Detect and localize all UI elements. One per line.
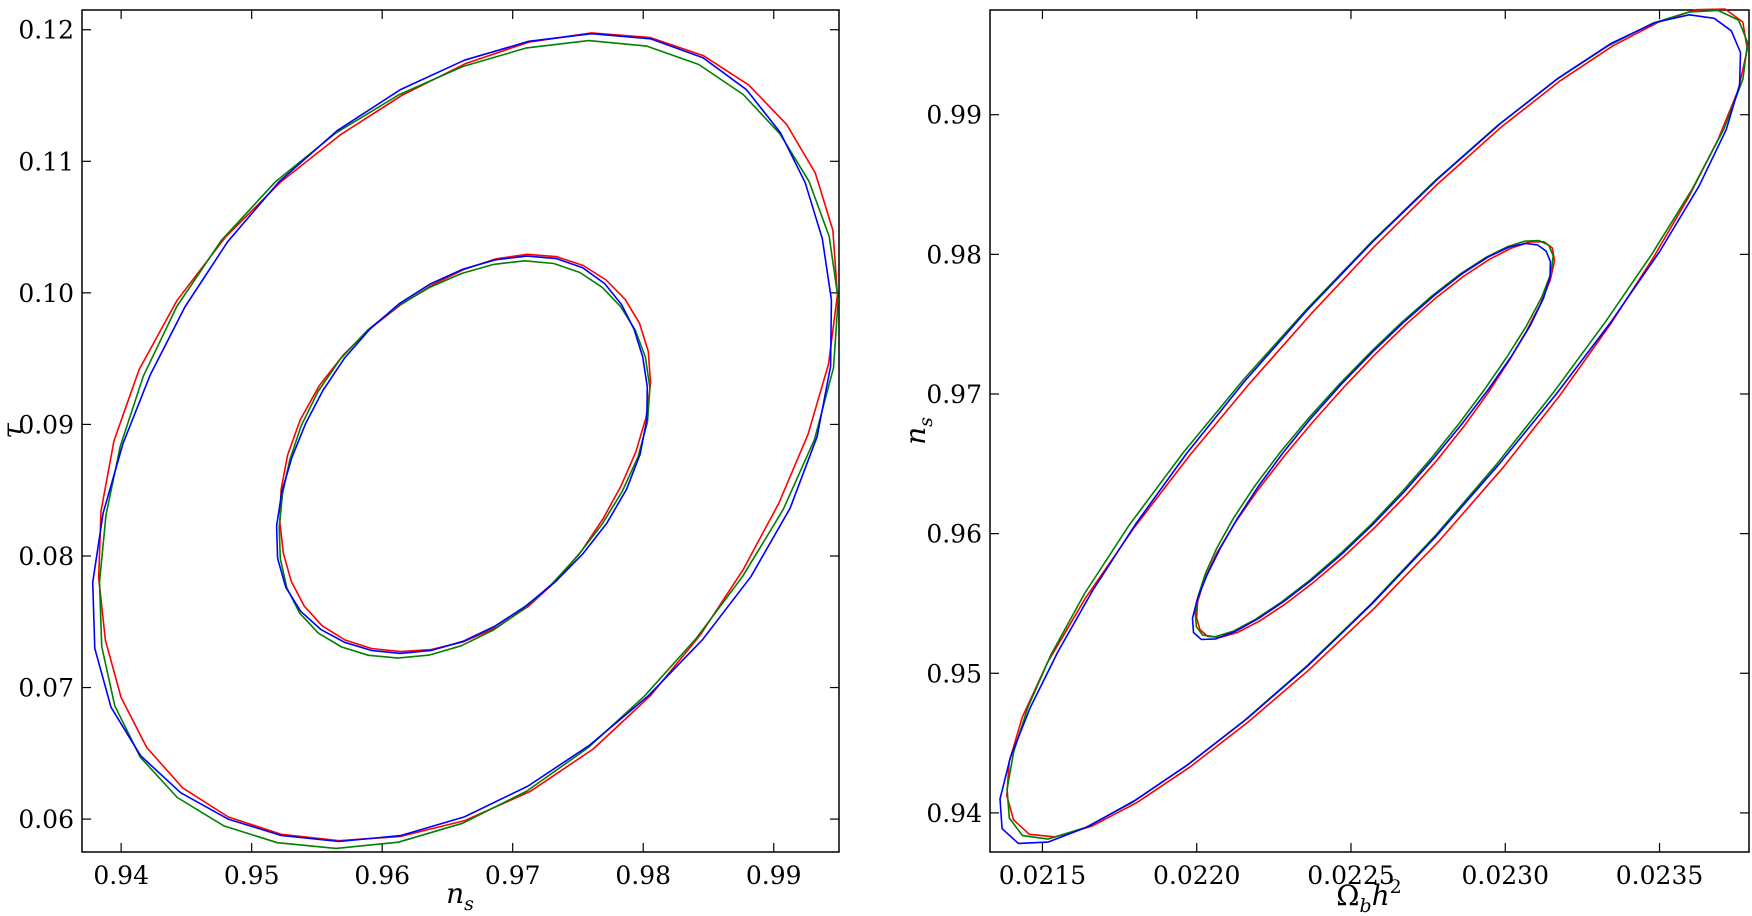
outer-contour-line [91,32,833,843]
x-tick-label: 0.99 [746,861,802,890]
y-tick-label: 0.11 [18,147,74,176]
y-tick-label: 0.97 [926,380,982,409]
x-tick-label: 0.95 [224,861,280,890]
y-tick-label: 0.94 [926,799,982,828]
outer-contour-line [1006,9,1749,840]
outer-contour-line [999,14,1742,845]
y-tick-label: 0.95 [926,659,982,688]
inner-contour-line [1191,242,1552,641]
outer-contour-line [97,32,839,842]
x-tick-label: 0.98 [615,861,671,890]
y-tick-label: 0.99 [926,101,982,130]
tick-group: 0.0215 0.0220 0.0225 0.0230 0.0235 0.94 0.95 0.… [926,10,1749,890]
y-tick-label: 0.12 [18,16,74,45]
y-tick-label: 0.98 [926,240,982,269]
plot-frame [81,9,840,853]
inner-contour-line [275,255,649,655]
x-tick-label: 0.0235 [1616,861,1703,890]
y-axis-label: τ [0,423,29,439]
plot-frame [989,9,1750,853]
x-tick-label: 0.0225 [1307,861,1394,890]
x-tick-label: 0.0215 [999,861,1086,890]
inner-contour-line [279,253,652,653]
tick-group: 0.94 0.95 0.96 0.97 0.98 0.99 0.06 0.07 0.08 0.09… [18,10,839,890]
contour-group [91,32,839,850]
x-tick-label: 0.0220 [1153,861,1240,890]
y-tick-label: 0.07 [18,674,74,703]
y-tick-label: 0.09 [18,410,74,439]
y-tick-label: 0.10 [18,279,74,308]
inner-contour-line [1194,239,1554,638]
inner-contour-line [278,259,651,659]
contour-group [999,8,1749,845]
y-tick-label: 0.06 [18,805,74,834]
x-tick-label: 0.97 [485,861,541,890]
x-tick-label: 0.0230 [1462,861,1549,890]
panel-tau-vs-ns: 0.94 0.95 0.96 0.97 0.98 0.99 0.06 0.07 0.08 0.09… [0,9,840,915]
y-tick-label: 0.96 [926,520,982,549]
y-axis-label: ns [899,417,937,445]
x-tick-label: 0.96 [354,861,410,890]
x-axis-label: ns [446,877,474,915]
panel-ns-vs-omegab: 0.0215 0.0220 0.0225 0.0230 0.0235 0.94 0.95 0.… [899,8,1750,916]
outer-contour-line [98,39,839,850]
inner-contour-line [1195,240,1556,639]
x-tick-label: 0.94 [93,861,149,890]
outer-contour-line [1005,8,1749,838]
y-tick-label: 0.08 [18,542,74,571]
x-axis-label: Ωbh2 [1336,876,1402,916]
